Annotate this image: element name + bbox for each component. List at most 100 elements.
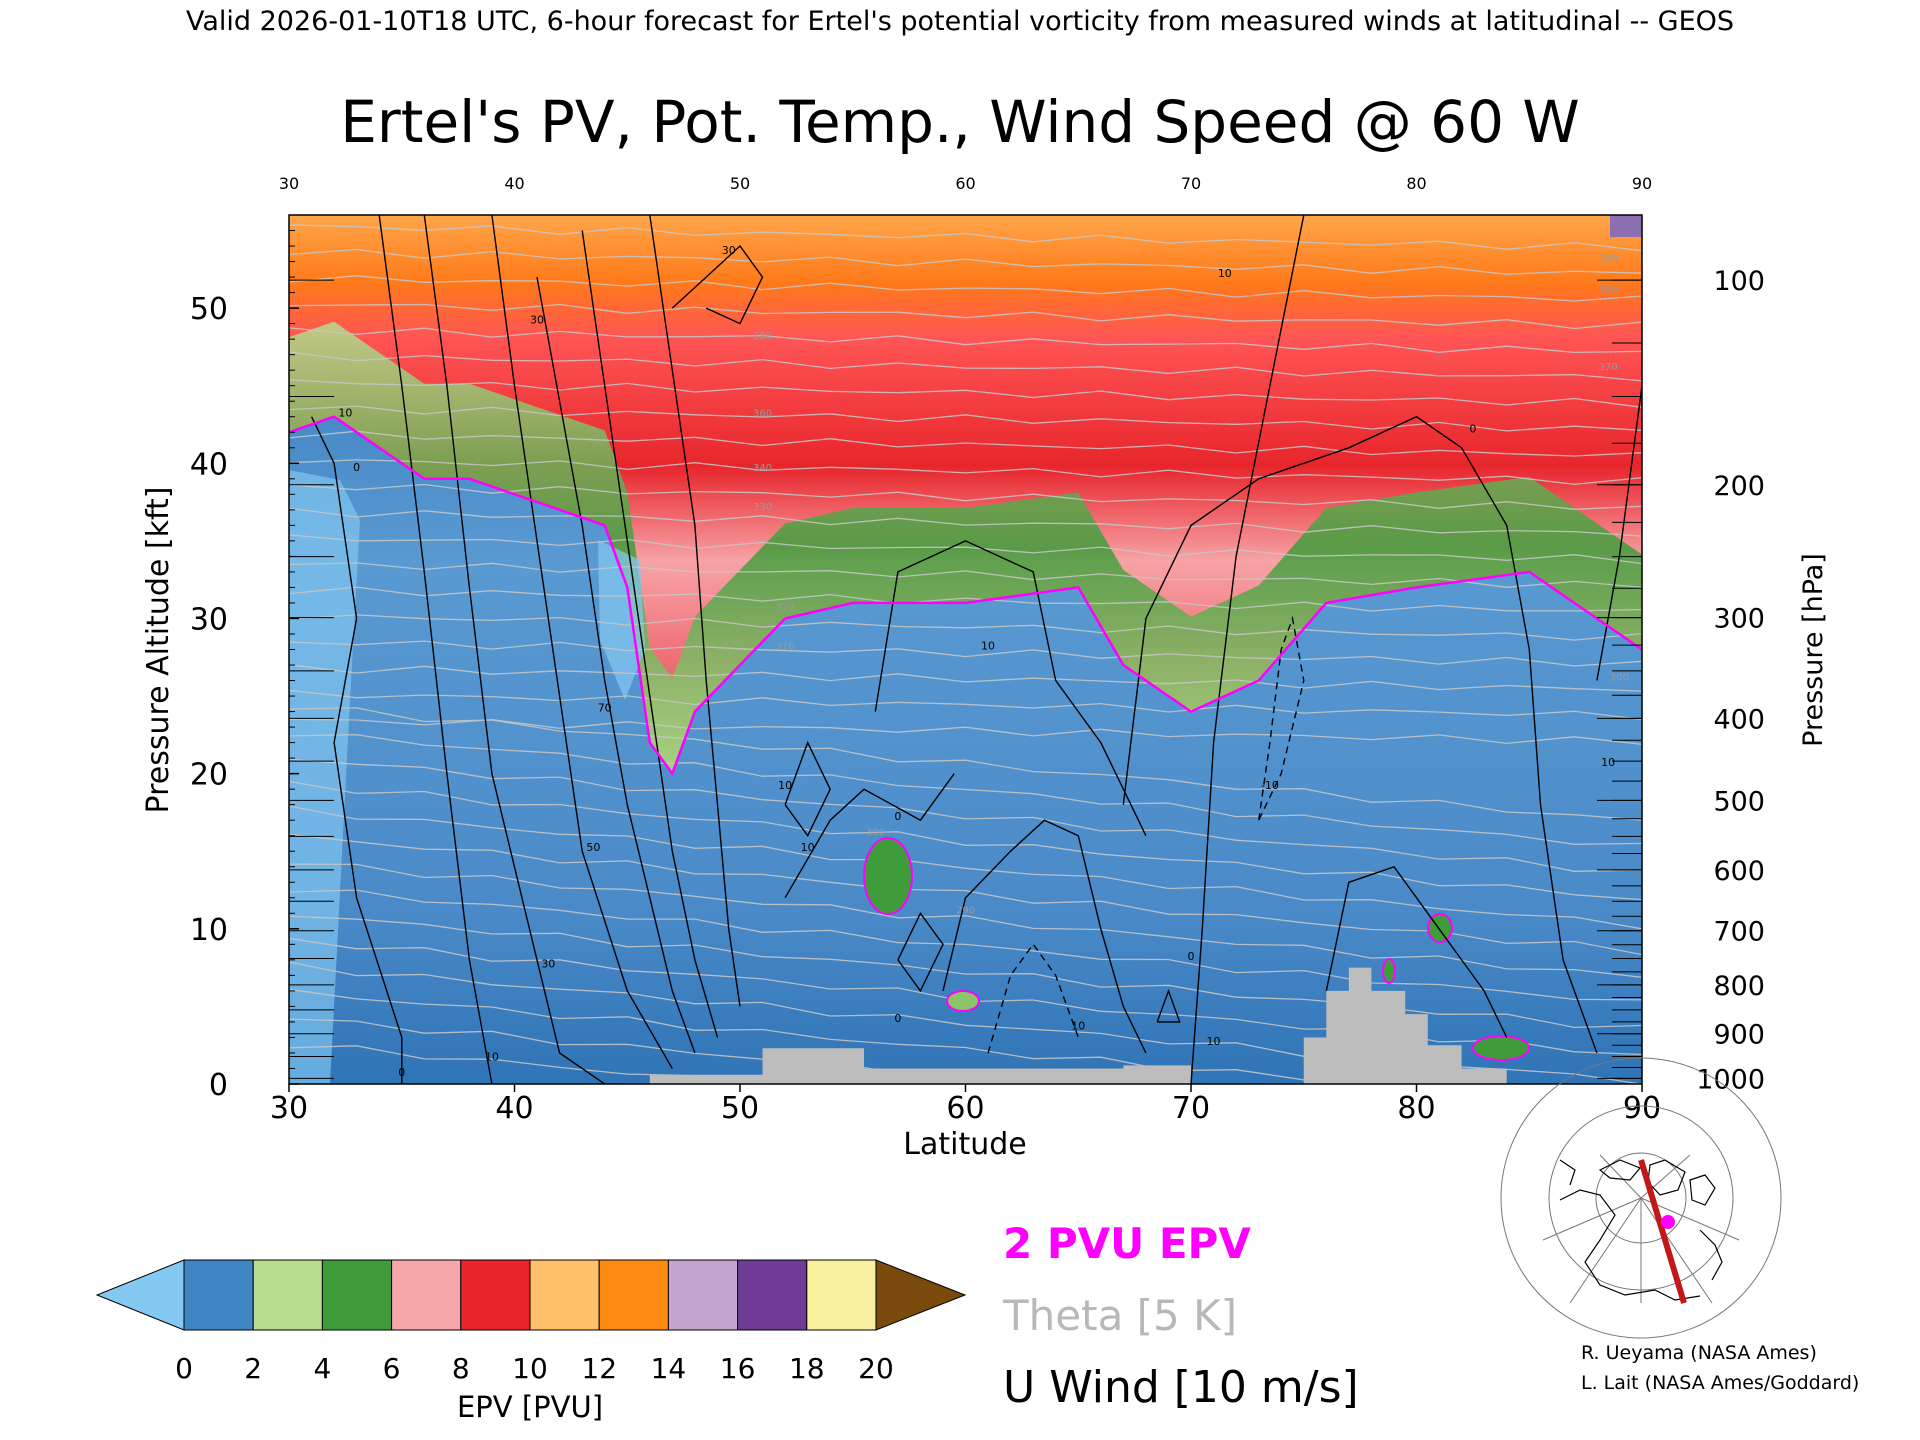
colorbar-segment — [321, 1259, 393, 1331]
theta-contour-line — [289, 915, 1642, 1029]
colorbar-tick-label: 18 — [789, 1352, 825, 1385]
theta-label: 390 — [1599, 254, 1618, 265]
u-wind-contour-line — [1122, 415, 1598, 1054]
theta-contour-line — [289, 275, 1642, 302]
x-tick-label: 60 — [946, 1091, 984, 1126]
pressure-tick-label: 300 — [1713, 604, 1765, 635]
colorbar-high-arrow — [875, 1259, 967, 1331]
x-top-tick-label: 90 — [1632, 174, 1652, 193]
colorbar-segment — [391, 1259, 462, 1331]
epv-field: 10 0 30 30 70 50 30 10 0 10 10 0 10 10 0 -10 10 0 10 0 10 30… — [289, 215, 1642, 1084]
x-tick-label: 90 — [1623, 1091, 1661, 1126]
colorbar-tick-label: 14 — [651, 1352, 687, 1385]
colorbar-tick-label: 20 — [858, 1352, 894, 1385]
y-tick-label: 10 — [190, 913, 228, 948]
pv-blob — [1382, 958, 1396, 984]
theta-contour-line — [289, 224, 1642, 252]
theta-contour-line — [289, 405, 1642, 432]
u-wind-label: 10 — [1207, 1035, 1221, 1048]
colorbar-tick-label: 0 — [175, 1352, 193, 1385]
theta-contour-line — [289, 303, 1642, 330]
u-wind-contour-line — [581, 230, 719, 1038]
colorbar: 0 2 4 6 8 10 12 14 16 18 20 — [95, 1259, 967, 1385]
u-wind-contour-line — [1156, 988, 1181, 1023]
y-axis-left: 0 10 20 30 40 50 — [190, 230, 334, 1103]
theta-label: 330 — [753, 502, 772, 513]
pressure-tick-label: 900 — [1713, 1020, 1765, 1051]
colorbar-segment — [598, 1259, 669, 1331]
high-pv-patch — [1610, 215, 1642, 237]
pv-blob — [863, 837, 913, 915]
u-wind-label: 0 — [1188, 950, 1195, 963]
pressure-tick-label: 600 — [1713, 856, 1765, 887]
theta-labels: 300 290 310 320 330 340 360 380 370 380 390 300 — [753, 254, 1629, 917]
u-wind-label: 70 — [598, 702, 612, 715]
u-wind-label: 10 — [485, 1051, 499, 1064]
theta-label: 380 — [753, 331, 772, 342]
u-wind-label: -10 — [1261, 779, 1279, 792]
u-wind-contour-line — [784, 740, 831, 838]
x-axis-label: Latitude — [903, 1127, 1026, 1162]
u-wind-label: 10 — [1218, 267, 1232, 280]
theta-contours — [289, 224, 1642, 1084]
u-wind-contour-line — [1190, 215, 1305, 1084]
colorbar-segment — [667, 1259, 739, 1331]
theta-contour-line — [289, 780, 1642, 901]
colorbar-segment — [183, 1259, 254, 1331]
pressure-tick-label: 400 — [1713, 704, 1765, 735]
colorbar-tick-label: 12 — [581, 1352, 617, 1385]
theta-contour-line — [289, 707, 1642, 821]
x-tick-label: 30 — [270, 1091, 308, 1126]
u-wind-label: 0 — [894, 810, 901, 823]
theta-contour-line — [289, 586, 1642, 612]
colorbar-tick-label: 10 — [512, 1352, 548, 1385]
stratosphere-fill — [289, 215, 1642, 774]
theta-contour-line — [289, 833, 1642, 956]
x-axis-bottom: 30 40 50 60 70 80 90 — [270, 1084, 1661, 1126]
theta-contour-line — [289, 430, 1642, 457]
colorbar-segment — [529, 1259, 600, 1331]
theta-label: 320 — [776, 603, 795, 614]
pv-blob — [1472, 1035, 1530, 1061]
pressure-tick-label: 500 — [1713, 786, 1765, 817]
cross-section-line — [1638, 1159, 1687, 1304]
colorbar-segment — [806, 1259, 877, 1331]
pressure-tick-label: 200 — [1713, 471, 1765, 502]
theta-label: 370 — [1599, 362, 1618, 373]
u-wind-label: 30 — [541, 958, 555, 971]
pressure-tick-label: 800 — [1713, 971, 1765, 1002]
x-top-tick-label: 80 — [1406, 174, 1426, 193]
theta-label: 380 — [1599, 285, 1618, 296]
location-marker — [1661, 1215, 1675, 1229]
theta-label: 290 — [956, 905, 975, 916]
theta-contour-line — [289, 734, 1642, 845]
theta-contour-line — [289, 614, 1642, 641]
u-wind-contour-line — [1325, 865, 1508, 1038]
colorbar-segment — [252, 1259, 323, 1331]
x-tick-label: 40 — [495, 1091, 533, 1126]
u-wind-label: 10 — [1601, 756, 1615, 769]
theta-contour-line — [289, 248, 1642, 275]
legend-entry: U Wind [10 m/s] — [1003, 1362, 1359, 1413]
pressure-tick-label: 700 — [1713, 917, 1765, 948]
theta-contour-line — [289, 758, 1642, 872]
u-wind-contour-line — [378, 215, 493, 1084]
colorbar-tick-label: 2 — [244, 1352, 262, 1385]
u-wind-contour-line — [491, 215, 673, 1069]
theta-label: 310 — [776, 642, 795, 653]
location-map — [1500, 1057, 1782, 1339]
theta-contour-line — [289, 351, 1642, 382]
legend-entry: 2 PVU EPV — [1003, 1219, 1251, 1268]
pv-blob — [946, 990, 980, 1012]
u-wind-label: 0 — [353, 461, 360, 474]
u-wind-contour-line — [942, 819, 1147, 1054]
x-top-tick-label: 60 — [955, 174, 975, 193]
u-wind-contours — [310, 215, 1642, 1084]
u-wind-label: 10 — [801, 841, 815, 854]
u-wind-labels: 10 0 30 30 70 50 30 10 0 10 10 0 10 10 0 -10 10 0 10 0 10 — [338, 244, 1615, 1079]
theta-label: 300 — [1610, 673, 1629, 684]
theta-label: 300 — [866, 828, 885, 839]
colorbar-tick-label: 16 — [720, 1352, 756, 1385]
u-wind-label: 30 — [722, 244, 736, 257]
theta-label: 360 — [753, 409, 772, 420]
